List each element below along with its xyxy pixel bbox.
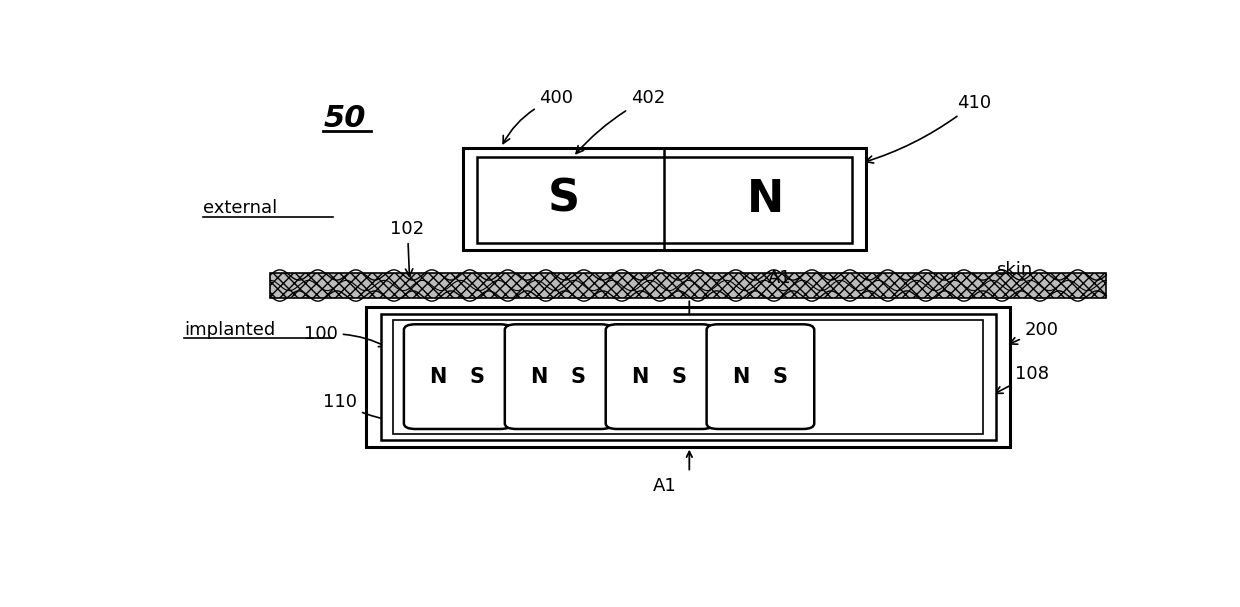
- Bar: [367, 307, 1011, 447]
- Text: A1: A1: [652, 477, 677, 495]
- Text: S: S: [470, 367, 485, 387]
- FancyBboxPatch shape: [505, 324, 613, 429]
- Text: external: external: [203, 199, 278, 217]
- Text: N: N: [531, 367, 548, 387]
- Text: 100: 100: [304, 325, 387, 347]
- Text: N: N: [429, 367, 446, 387]
- Text: S: S: [773, 367, 787, 387]
- Text: S: S: [570, 367, 585, 387]
- Bar: [381, 314, 996, 439]
- Text: N: N: [746, 177, 784, 220]
- Bar: [270, 273, 1106, 299]
- FancyBboxPatch shape: [404, 324, 512, 429]
- Text: N: N: [631, 367, 649, 387]
- Text: skin: skin: [996, 261, 1032, 279]
- Bar: [393, 320, 983, 433]
- FancyBboxPatch shape: [605, 324, 713, 429]
- Bar: [477, 157, 852, 243]
- Text: 50: 50: [324, 104, 366, 132]
- Text: 400: 400: [503, 89, 573, 143]
- Text: 402: 402: [577, 89, 665, 154]
- Text: S: S: [547, 177, 579, 220]
- Text: 108: 108: [996, 365, 1049, 393]
- Text: 110: 110: [324, 393, 397, 424]
- Text: implanted: implanted: [184, 320, 275, 339]
- Text: N: N: [733, 367, 750, 387]
- Text: 102: 102: [391, 220, 424, 276]
- Bar: [463, 148, 866, 251]
- Text: A1: A1: [768, 269, 792, 287]
- Text: S: S: [672, 367, 687, 387]
- FancyBboxPatch shape: [707, 324, 815, 429]
- Text: 200: 200: [1009, 320, 1059, 344]
- Text: 410: 410: [866, 94, 992, 163]
